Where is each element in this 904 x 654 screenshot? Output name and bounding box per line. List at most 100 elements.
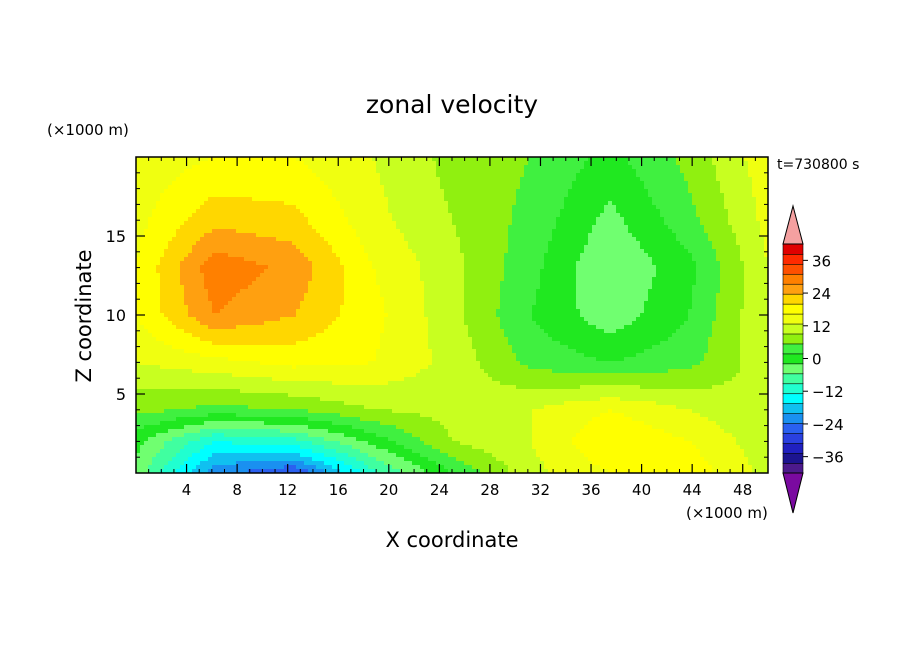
contour-cell	[384, 301, 424, 306]
contour-cell	[348, 221, 396, 226]
contour-cell	[572, 185, 644, 190]
contour-cell	[576, 281, 652, 286]
contour-cell	[748, 461, 768, 466]
contour-cell	[708, 341, 740, 346]
x-tick-label: 4	[182, 481, 192, 499]
contour-cell	[752, 185, 768, 190]
colorbar-swatch	[782, 393, 804, 405]
contour-cell	[692, 297, 716, 302]
contour-cell	[744, 449, 768, 454]
contour-cell	[136, 345, 172, 350]
contour-cell	[576, 265, 656, 270]
contour-cell	[172, 457, 188, 462]
contour-cell	[508, 249, 548, 254]
contour-cell	[588, 233, 632, 238]
contour-cell	[200, 269, 264, 274]
contour-cell	[356, 457, 376, 462]
contour-cell	[636, 169, 680, 174]
contour-cell	[464, 277, 504, 282]
contour-cell	[328, 429, 364, 434]
contour-cell	[536, 449, 580, 454]
contour-cell	[224, 305, 300, 310]
contour-cell	[512, 349, 576, 354]
contour-cell	[184, 433, 212, 438]
contour-cell	[136, 213, 152, 218]
contour-cell	[760, 225, 768, 230]
contour-cell	[712, 321, 740, 326]
contour-cell	[576, 261, 652, 266]
contour-cell	[364, 245, 408, 250]
contour-cell	[260, 273, 312, 278]
colorbar-swatch	[782, 442, 804, 454]
contour-cell	[700, 449, 744, 454]
colorbar-tick-label: 12	[812, 318, 831, 336]
contour-cell	[184, 169, 312, 174]
contour-cell	[464, 301, 500, 306]
contour-cell	[568, 189, 648, 194]
contour-cell	[136, 257, 160, 262]
y-axis-label: Z coordinate	[72, 249, 96, 382]
contour-cell	[508, 245, 548, 250]
contour-cell	[512, 205, 564, 210]
contour-cell	[308, 285, 344, 290]
contour-cell	[488, 373, 736, 378]
contour-cell	[628, 157, 676, 162]
contour-cell	[584, 425, 652, 430]
contour-cell	[308, 217, 348, 222]
y-tick-label: 15	[106, 227, 126, 246]
colorbar-tick-label: −24	[812, 416, 844, 434]
contour-cell	[508, 233, 552, 238]
contour-cell	[452, 221, 512, 226]
contour-cell	[168, 185, 328, 190]
contour-cell	[460, 441, 532, 446]
contour-cell	[580, 253, 648, 258]
contour-cell	[528, 157, 588, 162]
contour-cell	[376, 469, 400, 474]
contour-cell	[236, 229, 316, 234]
contour-cell	[632, 321, 684, 326]
contour-cell	[544, 465, 600, 470]
contour-cell	[740, 353, 768, 358]
contour-cell	[392, 465, 420, 470]
contour-cell	[532, 417, 592, 422]
contour-cell	[160, 449, 180, 454]
contour-cell	[560, 209, 604, 214]
contour-cell	[336, 457, 356, 462]
contour-cell	[376, 165, 436, 170]
contour-cell	[676, 233, 708, 238]
contour-cell	[512, 209, 560, 214]
contour-cell	[164, 441, 188, 446]
x-unit-label: (×1000 m)	[686, 504, 768, 522]
contour-cell	[756, 201, 768, 206]
contour-cell	[712, 157, 744, 162]
contour-cell	[352, 465, 368, 470]
colorbar-swatch	[782, 403, 804, 414]
contour-cell	[200, 449, 312, 454]
contour-cell	[764, 249, 768, 254]
contour-cell	[384, 297, 424, 302]
contour-cell	[576, 273, 656, 278]
contour-cell	[208, 293, 236, 298]
contour-cell	[140, 253, 164, 258]
x-tick-label: 44	[683, 481, 702, 499]
contour-cell	[296, 309, 340, 314]
contour-cell	[688, 249, 716, 254]
contour-cell	[308, 425, 352, 430]
contour-cell	[456, 229, 508, 234]
contour-cell	[380, 337, 428, 342]
contour-cell	[152, 461, 168, 466]
contour-cell	[136, 409, 164, 414]
contour-cell	[364, 429, 404, 434]
contour-cell	[420, 437, 452, 442]
contour-cell	[596, 221, 624, 226]
contour-cell	[656, 401, 768, 406]
contour-cell	[712, 469, 752, 474]
contour-cell	[336, 253, 368, 258]
contour-cell	[652, 201, 692, 206]
contour-cell	[576, 285, 652, 290]
contour-cell	[736, 241, 764, 246]
contour-cell	[136, 169, 184, 174]
contour-cell	[344, 285, 380, 290]
contour-cell	[712, 333, 740, 338]
contour-cell	[656, 273, 696, 278]
